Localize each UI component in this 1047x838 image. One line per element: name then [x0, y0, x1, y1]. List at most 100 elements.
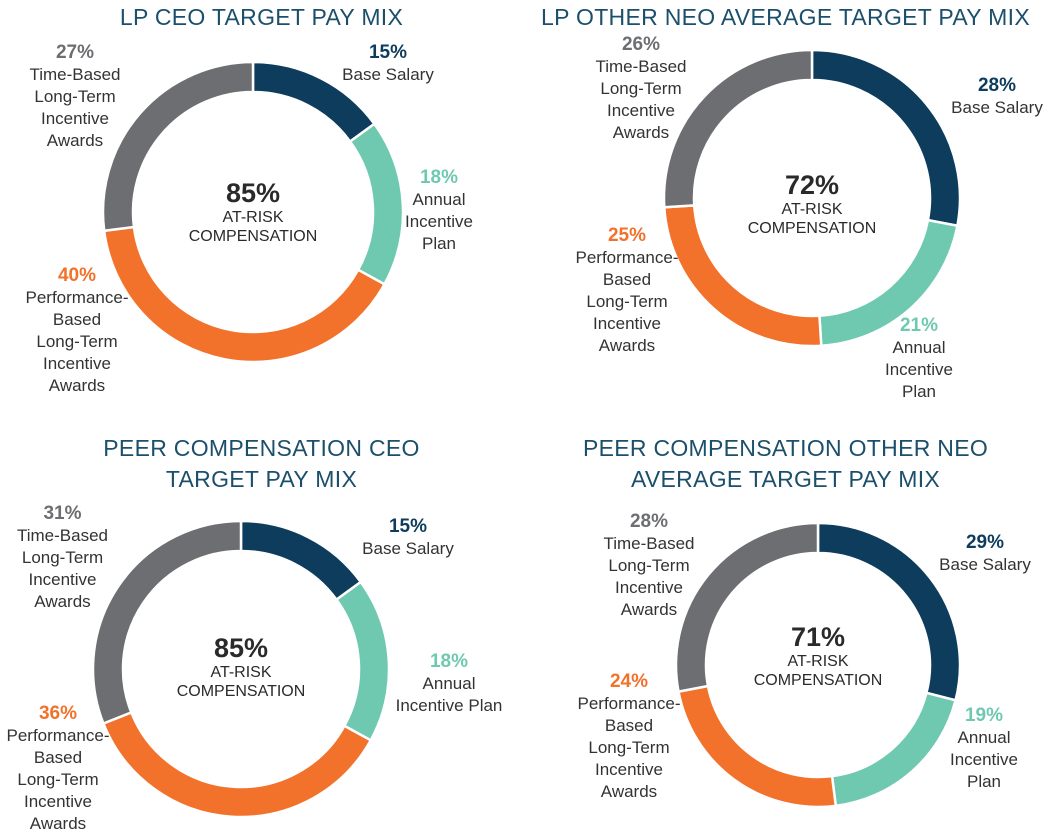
- slice-percent: 21%: [899, 315, 939, 336]
- slice-label-line: Long-Term: [34, 87, 116, 106]
- slice-percent: 26%: [621, 34, 661, 55]
- slice-label-line: Base Salary: [362, 539, 454, 558]
- at-risk-value: 72%: [784, 170, 840, 200]
- slice-label-line: Long-Term: [36, 332, 118, 351]
- slice-label-line: Long-Term: [608, 556, 690, 575]
- slice-label-line: Time-Based: [595, 57, 687, 76]
- slice-label-performance-ltia: 24% Performance- Based Long-Term Incentive Aw…: [564, 671, 694, 803]
- donut-chart: [91, 519, 391, 819]
- slice-label-line: Awards: [612, 123, 670, 142]
- slice-label-line: Time-Based: [16, 526, 108, 545]
- chart-title: LP OTHER NEO AVERAGE TARGET PAY MIX: [541, 4, 1030, 30]
- slice-label-line: Incentive: [404, 212, 474, 231]
- slice-label-line: Performance-: [575, 248, 679, 267]
- slice-percent: 15%: [368, 42, 408, 63]
- slice-label-annual-incentive: 21% Annual Incentive Plan: [869, 315, 969, 403]
- slice-label-line: Plan: [966, 772, 1002, 791]
- slice-label-line: Based: [602, 270, 652, 289]
- slice-label-line: Awards: [598, 336, 656, 355]
- slice-label-line: Awards: [48, 376, 106, 395]
- donut-slice-performance-ltia: [102, 225, 387, 364]
- donut-slice-annual-incentive: [334, 580, 391, 742]
- slice-label-line: Incentive: [606, 101, 676, 120]
- center-label: 72% AT-RISK COMPENSATION: [712, 170, 912, 238]
- chart-title-line: TARGET PAY MIX: [165, 466, 358, 492]
- slice-label-line: Incentive: [949, 750, 1019, 769]
- center-label: 85% AT-RISK COMPENSATION: [141, 633, 341, 701]
- chart-panel-peer-other-neo: PEER COMPENSATION OTHER NEO AVERAGE TARG…: [524, 419, 1047, 838]
- slice-label-line: Awards: [34, 592, 91, 611]
- slice-label-line: Incentive: [23, 792, 93, 811]
- slice-label-line: Incentive: [28, 570, 97, 589]
- at-risk-label: COMPENSATION: [753, 672, 883, 689]
- slice-label-base-salary: 15% Base Salary: [318, 42, 458, 86]
- slice-label-line: Incentive: [592, 314, 662, 333]
- donut-slice-time-ltia: [662, 48, 814, 209]
- chart-panel-peer-ceo: PEER COMPENSATION CEO TARGET PAY MIX 85%…: [0, 419, 523, 838]
- slice-percent: 19%: [964, 705, 1004, 726]
- slice-label-annual-incentive: 19% Annual Incentive Plan: [934, 705, 1034, 793]
- slice-label-annual-incentive: 18% Annual Incentive Plan: [384, 651, 514, 717]
- chart-title: PEER COMPENSATION OTHER NEO AVERAGE TARG…: [524, 433, 1047, 495]
- at-risk-label: COMPENSATION: [188, 228, 318, 245]
- slice-percent: 40%: [57, 265, 97, 286]
- slice-percent: 31%: [43, 503, 82, 524]
- slice-label-line: Incentive: [40, 109, 110, 128]
- slice-label-line: Annual: [412, 190, 466, 209]
- slice-label-line: Incentive: [884, 360, 954, 379]
- slice-percent: 15%: [388, 516, 428, 537]
- slice-label-performance-ltia: 40% Performance- Based Long-Term Incentive Aw…: [12, 265, 142, 397]
- donut-slice-time-ltia: [101, 60, 255, 233]
- slice-label-line: Annual: [957, 728, 1011, 747]
- slice-label-line: Base Salary: [951, 98, 1043, 117]
- slice-label-line: Awards: [29, 814, 87, 833]
- chart-panel-lp-ceo: LP CEO TARGET PAY MIX 85% AT-RISK COMPEN…: [0, 0, 523, 419]
- center-label: 71% AT-RISK COMPENSATION: [718, 622, 918, 690]
- slice-label-line: Base Salary: [939, 555, 1031, 574]
- slice-label-time-ltia: 31% Time-Based Long-Term Incentive Awards: [0, 503, 125, 613]
- chart-title-line: PEER COMPENSATION CEO: [103, 435, 420, 461]
- slice-label-annual-incentive: 18% Annual Incentive Plan: [389, 167, 489, 255]
- slice-label-line: Performance-: [6, 726, 110, 745]
- donut-slice-time-ltia: [674, 521, 820, 694]
- chart-title: LP CEO TARGET PAY MIX: [119, 4, 404, 30]
- donut-chart: [101, 60, 405, 364]
- slice-label-base-salary: 28% Base Salary: [932, 75, 1047, 119]
- chart-title-line: AVERAGE TARGET PAY MIX: [630, 466, 941, 492]
- at-risk-value: 85%: [213, 633, 269, 663]
- slice-label-time-ltia: 28% Time-Based Long-Term Incentive Awards: [584, 511, 714, 621]
- slice-label-line: Time-Based: [603, 534, 695, 553]
- slice-label-line: Based: [604, 716, 654, 735]
- at-risk-label: AT-RISK: [222, 209, 284, 226]
- at-risk-value: 71%: [790, 622, 846, 652]
- slice-label-line: Plan: [421, 234, 457, 253]
- chart-title: PEER COMPENSATION CEO TARGET PAY MIX: [0, 433, 523, 495]
- slice-percent: 28%: [977, 75, 1017, 96]
- slice-label-line: Long-Term: [588, 738, 670, 757]
- at-risk-label: COMPENSATION: [176, 683, 306, 700]
- at-risk-label: COMPENSATION: [747, 220, 877, 237]
- at-risk-value: 85%: [225, 178, 281, 208]
- slice-label-line: Incentive: [614, 578, 684, 597]
- slice-label-line: Base Salary: [342, 65, 434, 84]
- slice-label-line: Long-Term: [21, 548, 104, 567]
- slice-percent: 28%: [629, 511, 669, 532]
- slice-label-line: Awards: [600, 782, 658, 801]
- chart-panel-lp-other-neo: LP OTHER NEO AVERAGE TARGET PAY MIX 72% …: [524, 0, 1047, 419]
- slice-label-base-salary: 29% Base Salary: [924, 532, 1046, 576]
- slice-percent: 24%: [609, 671, 649, 692]
- center-label: 85% AT-RISK COMPENSATION: [153, 178, 353, 246]
- slice-percent: 25%: [607, 225, 647, 246]
- slice-label-line: Long-Term: [17, 770, 99, 789]
- slice-percent: 29%: [965, 532, 1005, 553]
- slice-label-line: Incentive Plan: [395, 696, 503, 715]
- slice-label-line: Awards: [620, 600, 678, 619]
- slice-percent: 18%: [429, 651, 469, 672]
- slice-label-time-ltia: 27% Time-Based Long-Term Incentive Awards: [10, 42, 140, 152]
- slice-label-line: Awards: [46, 131, 104, 150]
- donut-slice-performance-ltia: [101, 710, 373, 819]
- slice-label-line: Annual: [892, 338, 946, 357]
- at-risk-label: AT-RISK: [787, 653, 849, 670]
- donut-slice-performance-ltia: [677, 684, 838, 809]
- slice-label-line: Performance-: [577, 694, 681, 713]
